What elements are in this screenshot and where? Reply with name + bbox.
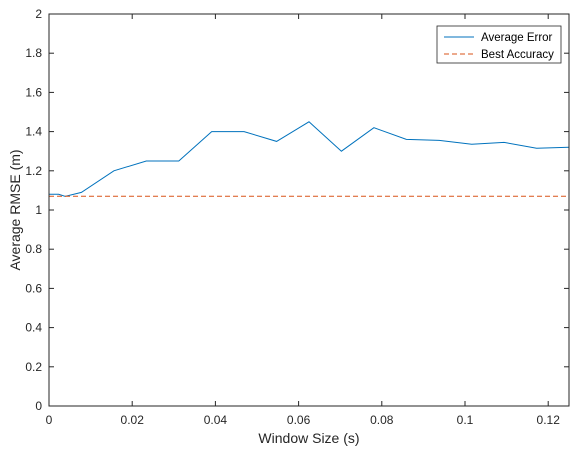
y-tick-label: 0 [35,399,42,413]
x-tick-label: 0.02 [121,413,145,427]
y-tick-label: 0.4 [25,321,42,335]
x-tick-label: 0.1 [457,413,474,427]
series-line-average-error [49,121,570,197]
y-tick-label: 1.2 [25,164,42,178]
plot-frame [48,13,570,407]
x-tick-label: 0.04 [204,413,228,427]
y-tick-label: 2 [35,7,42,21]
x-tick-label: 0.12 [537,413,561,427]
y-axis-title: Average RMSE (m) [7,149,23,270]
y-tick-label: 1.6 [25,85,42,99]
y-tick-label: 1.4 [25,125,42,139]
plot-area [49,14,569,406]
x-tick-label: 0.06 [287,413,311,427]
legend-label-best-accuracy: Best Accuracy [481,49,554,61]
y-tick-label: 0.2 [25,360,42,374]
legend: Average Error Best Accuracy [436,25,562,64]
y-tick-label: 0.6 [25,281,42,295]
series-layer [49,121,570,197]
y-tick-label: 1 [35,203,42,217]
x-axis-title: Window Size (s) [258,430,359,446]
y-tick-label: 0.8 [25,242,42,256]
x-tick-label: 0 [46,413,53,427]
legend-box [436,25,562,64]
axis-ticks: 0 0.02 0.04 0.06 0.08 0.1 0.12 0 0.2 0.4 0.6 0.8 1 1.… [25,7,569,427]
x-tick-label: 0.08 [370,413,394,427]
y-tick-label: 1.8 [25,46,42,60]
legend-label-average-error: Average Error [481,32,553,44]
